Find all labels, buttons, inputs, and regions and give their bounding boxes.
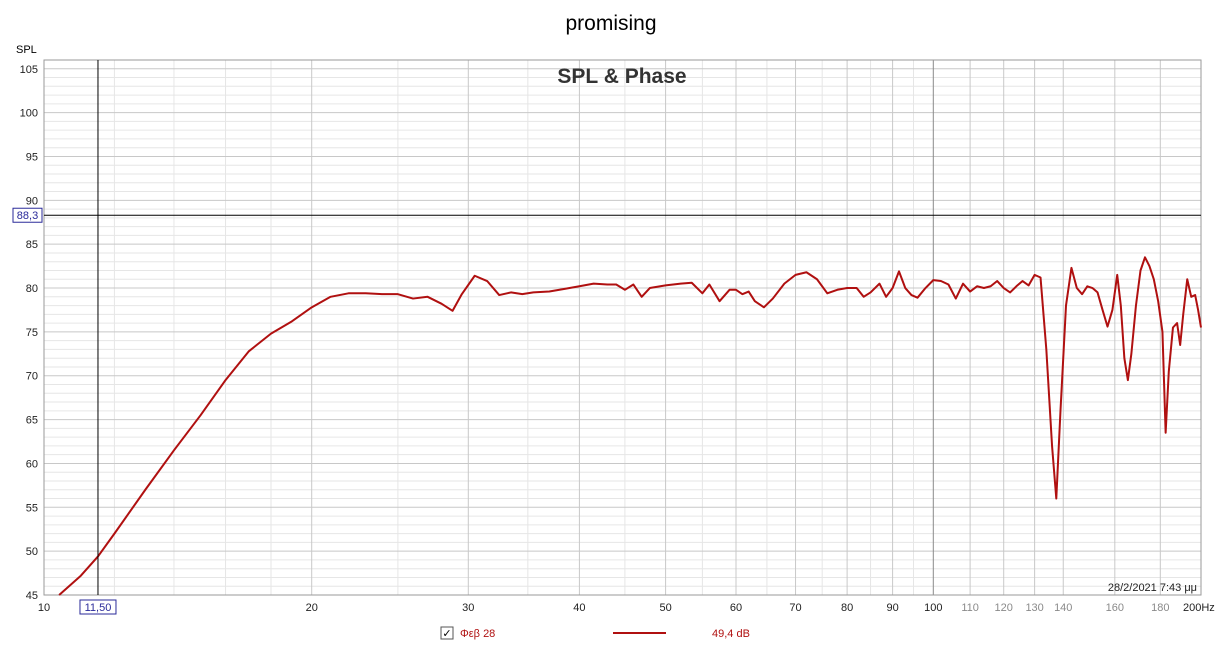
plot-frame (43, 59, 1202, 596)
series-line (58, 256, 1202, 596)
legend-checkbox[interactable] (440, 626, 454, 640)
y-tick-label: 95 (26, 151, 38, 163)
x-tick-label: 140 (1054, 602, 1072, 614)
plot-title: SPL & Phase (557, 65, 686, 88)
x-tick-label: 20 (306, 602, 318, 614)
grid (43, 59, 1202, 596)
y-tick-label: 50 (26, 546, 38, 558)
legend: ✓ Φεβ 28 49,4 dB (440, 626, 750, 640)
x-tick-label: 60 (730, 602, 742, 614)
y-tick-label: 75 (26, 327, 38, 339)
y-tick-label: 105 (20, 64, 38, 76)
legend-series-name: Φεβ 28 (460, 628, 495, 640)
x-tick-label: 80 (841, 602, 853, 614)
y-tick-label: 80 (26, 283, 38, 295)
x-tick-label: 110 (961, 602, 979, 614)
checkmark-icon: ✓ (442, 628, 451, 640)
x-tick-label: 180 (1151, 602, 1169, 614)
cursor-y-readout-box (12, 207, 43, 223)
cursor-x-readout: 11,50 (85, 602, 112, 614)
x-tick-label: 130 (1025, 602, 1043, 614)
cursor-x-readout-box (79, 599, 117, 615)
x-tick-label: 70 (789, 602, 801, 614)
x-tick-label: 160 (1106, 602, 1124, 614)
series-layer (58, 256, 1202, 596)
y-tick-label: 90 (26, 195, 38, 207)
x-tick-label: 40 (573, 602, 585, 614)
window-title: promising (565, 12, 656, 35)
cursor[interactable]: 88,3 11,50 (12, 60, 1201, 615)
timestamp: 28/2/2021 7:43 μμ (1108, 582, 1197, 594)
x-tick-label: 200Hz (1183, 602, 1215, 614)
y-tick-label: 85 (26, 239, 38, 251)
x-tick-label: 50 (659, 602, 671, 614)
x-tick-label: 30 (462, 602, 474, 614)
y-tick-label: 70 (26, 371, 38, 383)
legend-value: 49,4 dB (712, 628, 750, 640)
y-tick-label: 60 (26, 458, 38, 470)
y-tick-label: 55 (26, 502, 38, 514)
x-tick-label: 120 (995, 602, 1013, 614)
y-tick-label: 100 (20, 108, 38, 120)
x-tick-label: 100 (924, 602, 942, 614)
y-axis-label: SPL (16, 44, 37, 56)
y-tick-label: 65 (26, 415, 38, 427)
x-tick-label: 90 (886, 602, 898, 614)
x-tick-label: 10 (38, 602, 50, 614)
axis-ticks: 45 50 55 60 65 70 75 80 85 90 95 100 105 10 20 30 40 50 60… (20, 64, 1215, 614)
y-tick-label: 45 (26, 590, 38, 602)
cursor-y-readout: 88,3 (17, 210, 38, 222)
